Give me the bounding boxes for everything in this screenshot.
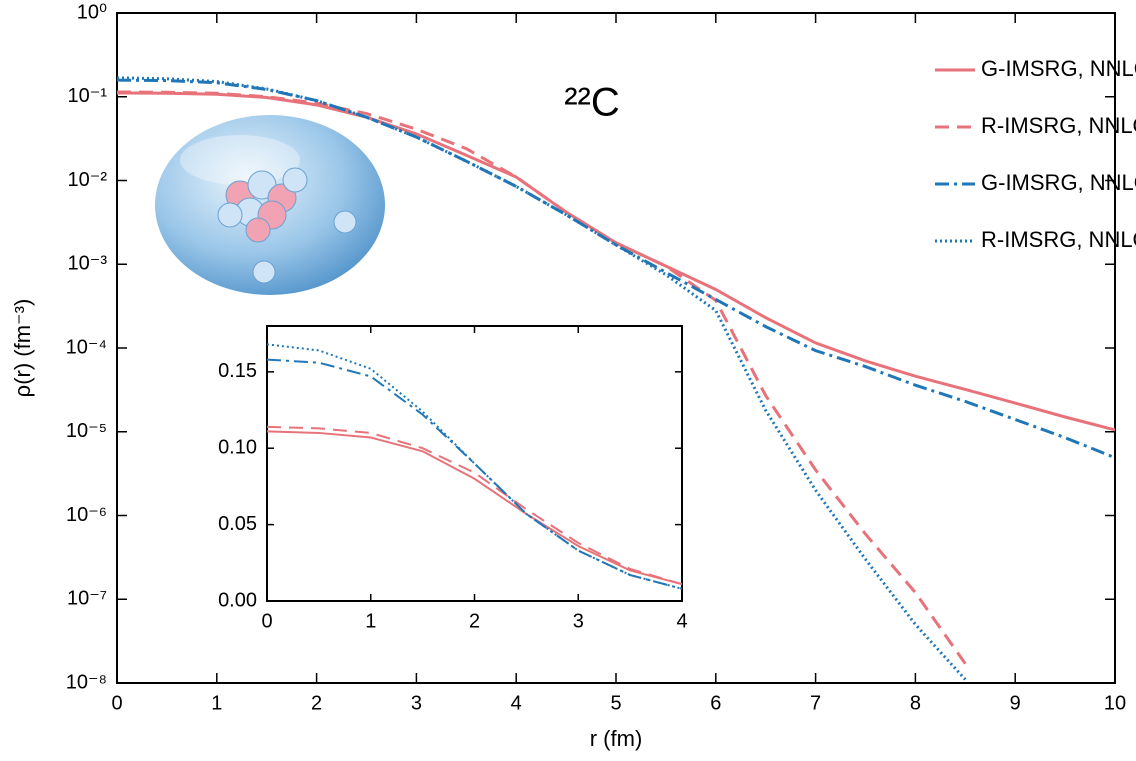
- x-axis-label: r (fm): [590, 726, 643, 751]
- x-tick-label: 2: [469, 610, 480, 632]
- x-tick-label: 6: [710, 692, 721, 714]
- y-tick-label: 10⁻⁸: [66, 671, 107, 693]
- series-line: [267, 358, 682, 590]
- nucleus-illustration: [155, 115, 385, 295]
- series-line: [117, 76, 967, 681]
- legend-label: G-IMSRG, NNLOₛₐₜ: [981, 56, 1136, 81]
- series-line: [117, 90, 967, 665]
- y-tick-label: 10⁰: [77, 1, 107, 23]
- legend-label: G-IMSRG, NNLOₒₚₜ: [981, 170, 1136, 195]
- y-tick-label: 10⁻⁵: [66, 420, 107, 442]
- plot-area: [117, 76, 1115, 681]
- y-tick-label: 0.10: [218, 437, 257, 459]
- y-tick-label: 0.15: [218, 360, 257, 382]
- legend-label: R-IMSRG, NNLOₛₐₜ: [981, 113, 1136, 138]
- inset-frame: [266, 325, 683, 602]
- y-tick-label: 10⁻²: [68, 169, 108, 191]
- plot-area: [267, 343, 682, 590]
- y-tick-label: 10⁻³: [68, 253, 108, 275]
- y-tick-label: 0.00: [218, 589, 257, 611]
- x-tick-label: 3: [411, 692, 422, 714]
- series-line: [267, 343, 682, 590]
- x-tick-label: 0: [111, 692, 122, 714]
- x-tick-label: 1: [365, 610, 376, 632]
- y-tick-label: 10⁻⁷: [67, 588, 107, 610]
- chart-title: ²²C: [564, 81, 620, 125]
- x-tick-label: 2: [311, 692, 322, 714]
- series-line: [267, 425, 682, 586]
- x-tick-label: 9: [1010, 692, 1021, 714]
- series-line: [267, 430, 682, 586]
- x-tick-label: 8: [910, 692, 921, 714]
- y-axis-label: ρ(r) (fm⁻³): [10, 299, 35, 398]
- x-tick-label: 4: [511, 692, 522, 714]
- y-tick-label: 10⁻¹: [68, 85, 108, 107]
- y-tick-label: 10⁻⁴: [66, 336, 107, 358]
- y-tick-label: 10⁻⁶: [66, 504, 107, 526]
- x-tick-label: 4: [676, 610, 687, 632]
- x-tick-label: 10: [1104, 692, 1126, 714]
- x-tick-label: 3: [573, 610, 584, 632]
- y-tick-label: 0.05: [218, 513, 257, 535]
- x-tick-label: 0: [261, 610, 272, 632]
- x-tick-label: 5: [610, 692, 621, 714]
- x-tick-label: 1: [211, 692, 222, 714]
- legend-label: R-IMSRG, NNLOₒₚₜ: [981, 227, 1136, 252]
- x-tick-label: 7: [810, 692, 821, 714]
- series-line: [117, 78, 1115, 460]
